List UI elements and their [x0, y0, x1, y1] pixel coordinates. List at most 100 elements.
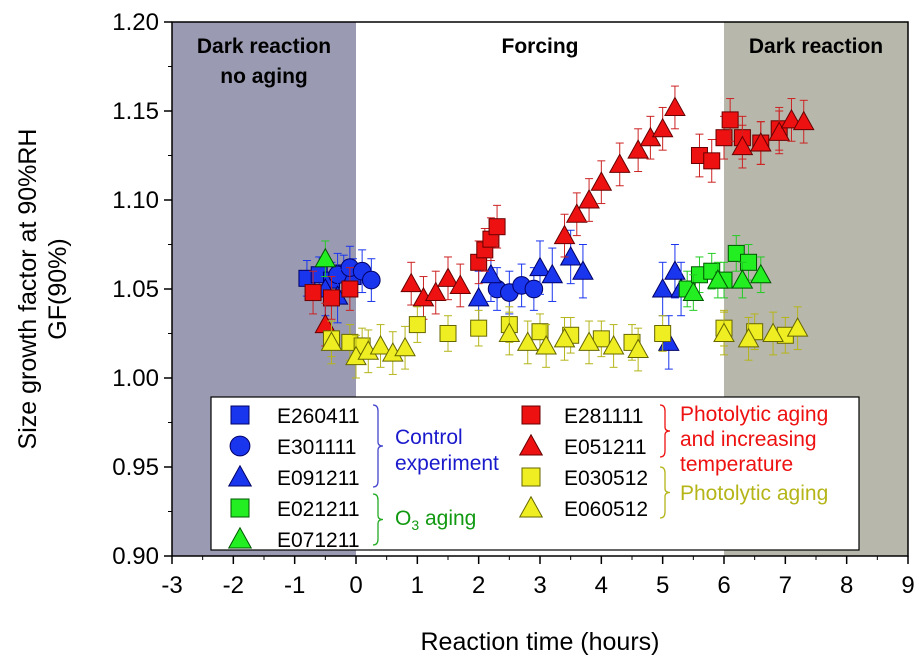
y-tick-label: 0.95	[112, 454, 159, 481]
legend-label-E091211: E091211	[277, 467, 360, 490]
legend-label-E030512: E030512	[564, 467, 648, 490]
y-tick-label: 1.05	[112, 276, 159, 303]
data-point	[498, 322, 521, 342]
data-point	[400, 272, 423, 293]
data-point	[559, 245, 582, 266]
legend-label-E021211: E021211	[277, 498, 360, 521]
x-tick-label: 7	[779, 572, 792, 599]
x-tick-label: -1	[284, 572, 305, 599]
legend-group-photolytic-temp-line1: Photolytic aging	[680, 403, 828, 426]
data-point	[749, 263, 772, 284]
series-E051211	[314, 85, 815, 347]
data-point	[786, 317, 809, 337]
data-point	[449, 274, 472, 294]
x-tick-label: -2	[223, 572, 244, 599]
legend-label-E281111: E281111	[564, 405, 643, 428]
legend-group-control-line1: Control	[395, 426, 463, 449]
x-tick-label: 1	[411, 572, 424, 599]
data-point	[664, 96, 686, 116]
data-point	[578, 331, 600, 351]
x-axis-label: Reaction time (hours)	[421, 628, 660, 656]
x-tick-label: 4	[595, 572, 608, 599]
data-point	[304, 284, 322, 302]
region-labels: Dark reaction no aging Forcing Dark reactio…	[197, 35, 883, 88]
data-point	[439, 325, 457, 342]
data-point	[516, 331, 539, 351]
data-point	[608, 153, 631, 173]
data-point	[572, 260, 594, 280]
region-label-0-line2: no aging	[220, 65, 308, 88]
data-point	[470, 319, 488, 337]
data-point	[768, 121, 791, 141]
x-tick-label: 2	[472, 572, 485, 599]
data-point	[369, 334, 392, 355]
data-point	[703, 152, 721, 170]
data-point	[362, 270, 381, 290]
series-E301111	[328, 245, 544, 315]
legend-marker-E051211	[518, 433, 544, 456]
data-point	[553, 327, 576, 348]
data-point	[682, 281, 705, 302]
legend-group-photolytic-temp-line2: and increasing	[680, 428, 817, 451]
data-point	[654, 325, 672, 342]
data-point	[592, 330, 610, 348]
legend-group-photolytic: Photolytic aging	[680, 482, 828, 505]
data-point	[792, 110, 815, 131]
series-E071211	[314, 240, 772, 311]
data-point	[627, 338, 649, 359]
legend: E260411 E301111 E091211 E021211 E071211 E2811…	[210, 396, 860, 552]
legend-bracket-control	[372, 404, 384, 488]
region-label-1: Forcing	[502, 35, 579, 58]
legend-label-E060512: E060512	[564, 498, 648, 521]
data-point	[541, 263, 564, 284]
data-point	[707, 269, 729, 289]
data-point	[762, 322, 784, 342]
legend-marker-E071211	[227, 526, 253, 549]
x-tick-label: 6	[717, 572, 730, 599]
legend-marker-E091211	[227, 464, 253, 487]
series-E060512	[320, 306, 809, 379]
data-point	[713, 322, 735, 342]
x-tick-label: 5	[656, 572, 669, 599]
axes: -3 -2 -1 0 1 2 3 4 5 6 7 8 9 0.90 0.95 1.00 1.05 1.10 1.15…	[112, 9, 914, 599]
data-point	[480, 263, 502, 284]
data-point	[322, 289, 340, 307]
data-point	[651, 117, 674, 138]
data-point	[578, 188, 600, 209]
data-point	[531, 323, 549, 341]
data-point	[529, 256, 551, 277]
region-label-0: Dark reaction	[197, 35, 331, 58]
data-point	[394, 336, 416, 357]
legend-bracket-o3	[372, 493, 384, 546]
legend-group-control-line2: experiment	[395, 452, 499, 475]
data-point	[627, 139, 649, 159]
legend-bracket-photolytic	[659, 466, 671, 519]
legend-label-E260411: E260411	[277, 405, 360, 428]
data-point	[553, 224, 576, 245]
y-axis-label-line2: GF(90%)	[44, 238, 72, 339]
legend-marker-E030512	[521, 467, 541, 487]
data-point	[314, 247, 337, 268]
data-point	[780, 108, 803, 129]
y-tick-label: 1.15	[112, 98, 159, 125]
data-point	[602, 334, 625, 355]
legend-group-o3: O3 aging	[395, 507, 476, 533]
legend-marker-E301111	[229, 435, 251, 457]
y-tick-label: 1.10	[112, 187, 159, 214]
legend-marker-E260411	[230, 405, 250, 425]
series-E281111	[304, 98, 788, 320]
data-point	[731, 135, 754, 156]
region-label-2: Dark reaction	[749, 35, 883, 58]
data-point	[467, 286, 490, 307]
data-point	[715, 129, 733, 147]
data-point	[664, 260, 686, 280]
x-tick-label: 8	[840, 572, 853, 599]
legend-marker-E021211	[230, 498, 250, 518]
data-point	[731, 269, 754, 289]
data-point	[437, 267, 459, 287]
data-point	[565, 203, 588, 223]
data-points	[298, 85, 815, 379]
data-point	[737, 327, 760, 348]
legend-group-photolytic-temp-line3: temperature	[680, 453, 793, 476]
